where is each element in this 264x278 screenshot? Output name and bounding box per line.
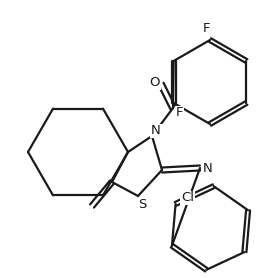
Text: N: N — [203, 163, 213, 175]
Text: S: S — [138, 197, 146, 210]
Text: Cl: Cl — [181, 192, 194, 204]
Text: F: F — [202, 21, 210, 34]
Text: O: O — [150, 76, 160, 90]
Text: N: N — [151, 125, 161, 138]
Text: F: F — [176, 106, 183, 120]
